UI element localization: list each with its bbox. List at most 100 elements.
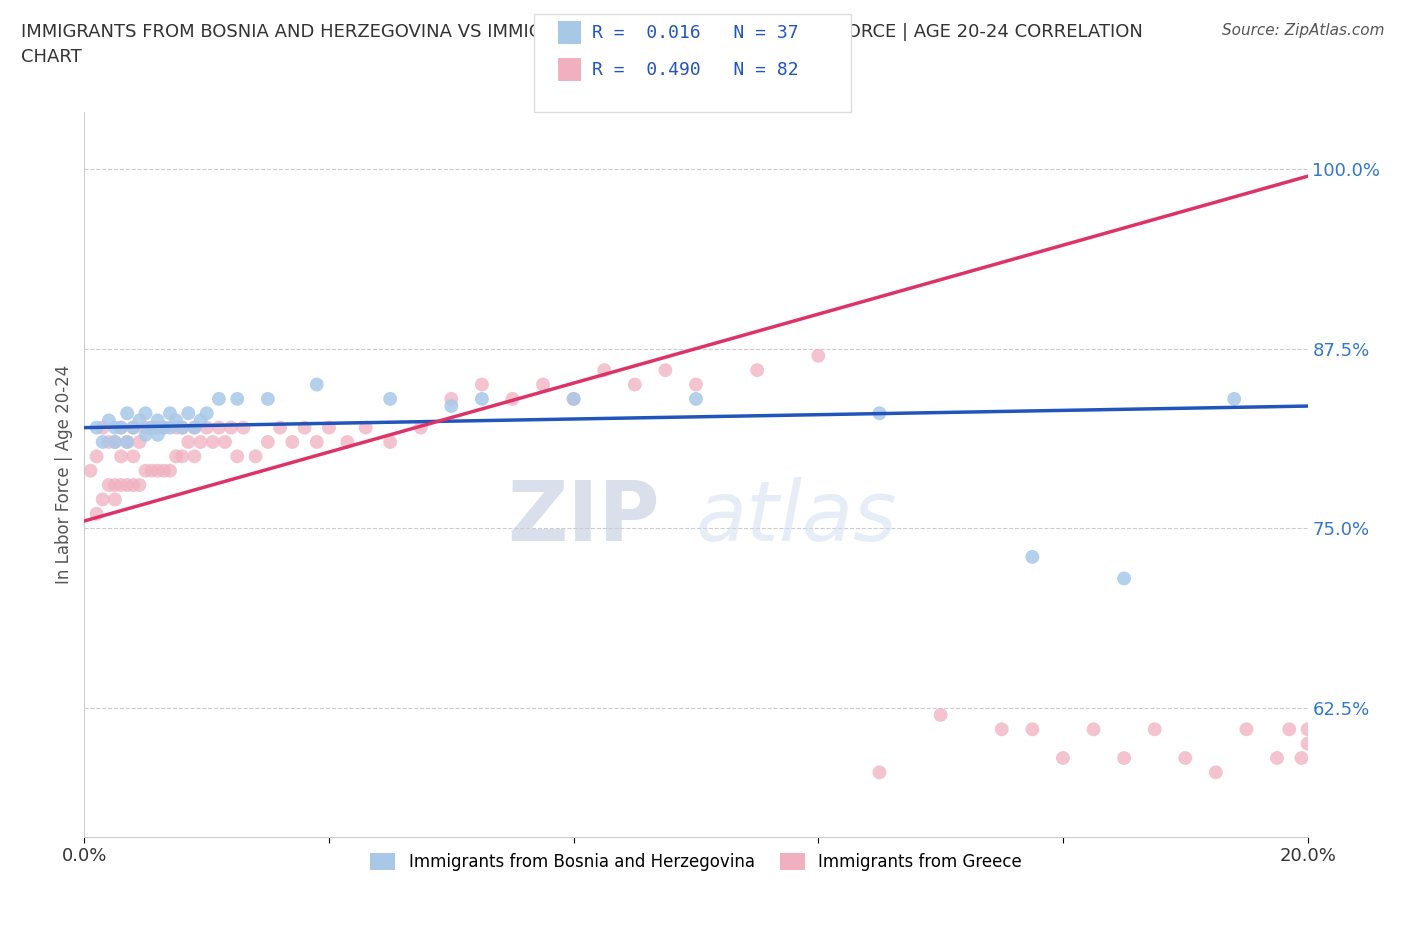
Point <box>214 434 236 449</box>
Point <box>91 492 114 507</box>
Point <box>380 434 402 449</box>
Point <box>208 392 231 406</box>
Point <box>807 349 830 364</box>
Point <box>165 449 187 464</box>
Point <box>115 434 138 449</box>
Point <box>1052 751 1074 765</box>
Point <box>471 392 494 406</box>
Y-axis label: In Labor Force | Age 20-24: In Labor Force | Age 20-24 <box>55 365 73 584</box>
Point <box>409 420 432 435</box>
Point <box>177 434 200 449</box>
Point <box>159 405 181 420</box>
Point <box>97 478 120 493</box>
Point <box>146 420 169 435</box>
Point <box>1278 722 1301 737</box>
Point <box>141 463 163 478</box>
Point <box>1236 722 1258 737</box>
Point <box>153 463 176 478</box>
Point <box>190 413 212 428</box>
Point <box>190 434 212 449</box>
Point <box>1296 722 1319 737</box>
Point <box>380 392 402 406</box>
Point <box>257 434 280 449</box>
Point <box>685 377 707 392</box>
Text: Source: ZipAtlas.com: Source: ZipAtlas.com <box>1222 23 1385 38</box>
Point <box>226 392 249 406</box>
Point <box>269 420 291 435</box>
Point <box>562 392 585 406</box>
Point <box>79 463 101 478</box>
Point <box>104 434 127 449</box>
Point <box>1021 722 1043 737</box>
Point <box>122 420 145 435</box>
Point <box>115 405 138 420</box>
Point <box>165 413 187 428</box>
Point <box>1291 751 1313 765</box>
Point <box>1265 751 1288 765</box>
Point <box>91 420 114 435</box>
Point <box>593 363 616 378</box>
Text: R =  0.016   N = 37: R = 0.016 N = 37 <box>592 23 799 42</box>
Point <box>135 405 157 420</box>
Point <box>141 420 163 435</box>
Point <box>354 420 377 435</box>
Point <box>257 392 280 406</box>
Point <box>146 413 169 428</box>
Point <box>869 764 891 779</box>
Point <box>146 463 169 478</box>
Point <box>122 420 145 435</box>
Point <box>281 434 304 449</box>
Point <box>110 420 132 435</box>
Point <box>440 399 463 414</box>
Point <box>104 420 127 435</box>
Point <box>685 392 707 406</box>
Point <box>183 420 205 435</box>
Point <box>624 377 647 392</box>
Point <box>1114 571 1136 586</box>
Point <box>104 492 127 507</box>
Point <box>146 428 169 443</box>
Point <box>1114 751 1136 765</box>
Text: atlas: atlas <box>696 477 897 558</box>
Point <box>172 449 194 464</box>
Point <box>654 363 676 378</box>
Point <box>159 463 181 478</box>
Text: ZIP: ZIP <box>506 477 659 558</box>
Point <box>195 405 218 420</box>
Point <box>128 434 150 449</box>
Point <box>183 420 205 435</box>
Point <box>336 434 359 449</box>
Point <box>440 392 463 406</box>
Point <box>1143 722 1166 737</box>
Point <box>183 449 205 464</box>
Point <box>201 434 224 449</box>
Point <box>1021 550 1043 565</box>
Point <box>208 420 231 435</box>
Point <box>128 413 150 428</box>
Point <box>91 434 114 449</box>
Point <box>172 420 194 435</box>
Point <box>502 392 524 406</box>
Point <box>153 420 176 435</box>
Point <box>869 405 891 420</box>
Point <box>104 434 127 449</box>
Point <box>122 478 145 493</box>
Point <box>318 420 340 435</box>
Point <box>86 449 108 464</box>
Point <box>219 420 242 435</box>
Point <box>110 449 132 464</box>
Point <box>128 478 150 493</box>
Point <box>531 377 554 392</box>
Point <box>929 708 952 723</box>
Point <box>245 449 267 464</box>
Point <box>232 420 254 435</box>
Point <box>991 722 1014 737</box>
Point <box>305 434 328 449</box>
Point <box>135 428 157 443</box>
Point <box>172 420 194 435</box>
Point <box>195 420 218 435</box>
Point <box>135 420 157 435</box>
Point <box>1205 764 1227 779</box>
Point <box>115 434 138 449</box>
Point <box>165 420 187 435</box>
